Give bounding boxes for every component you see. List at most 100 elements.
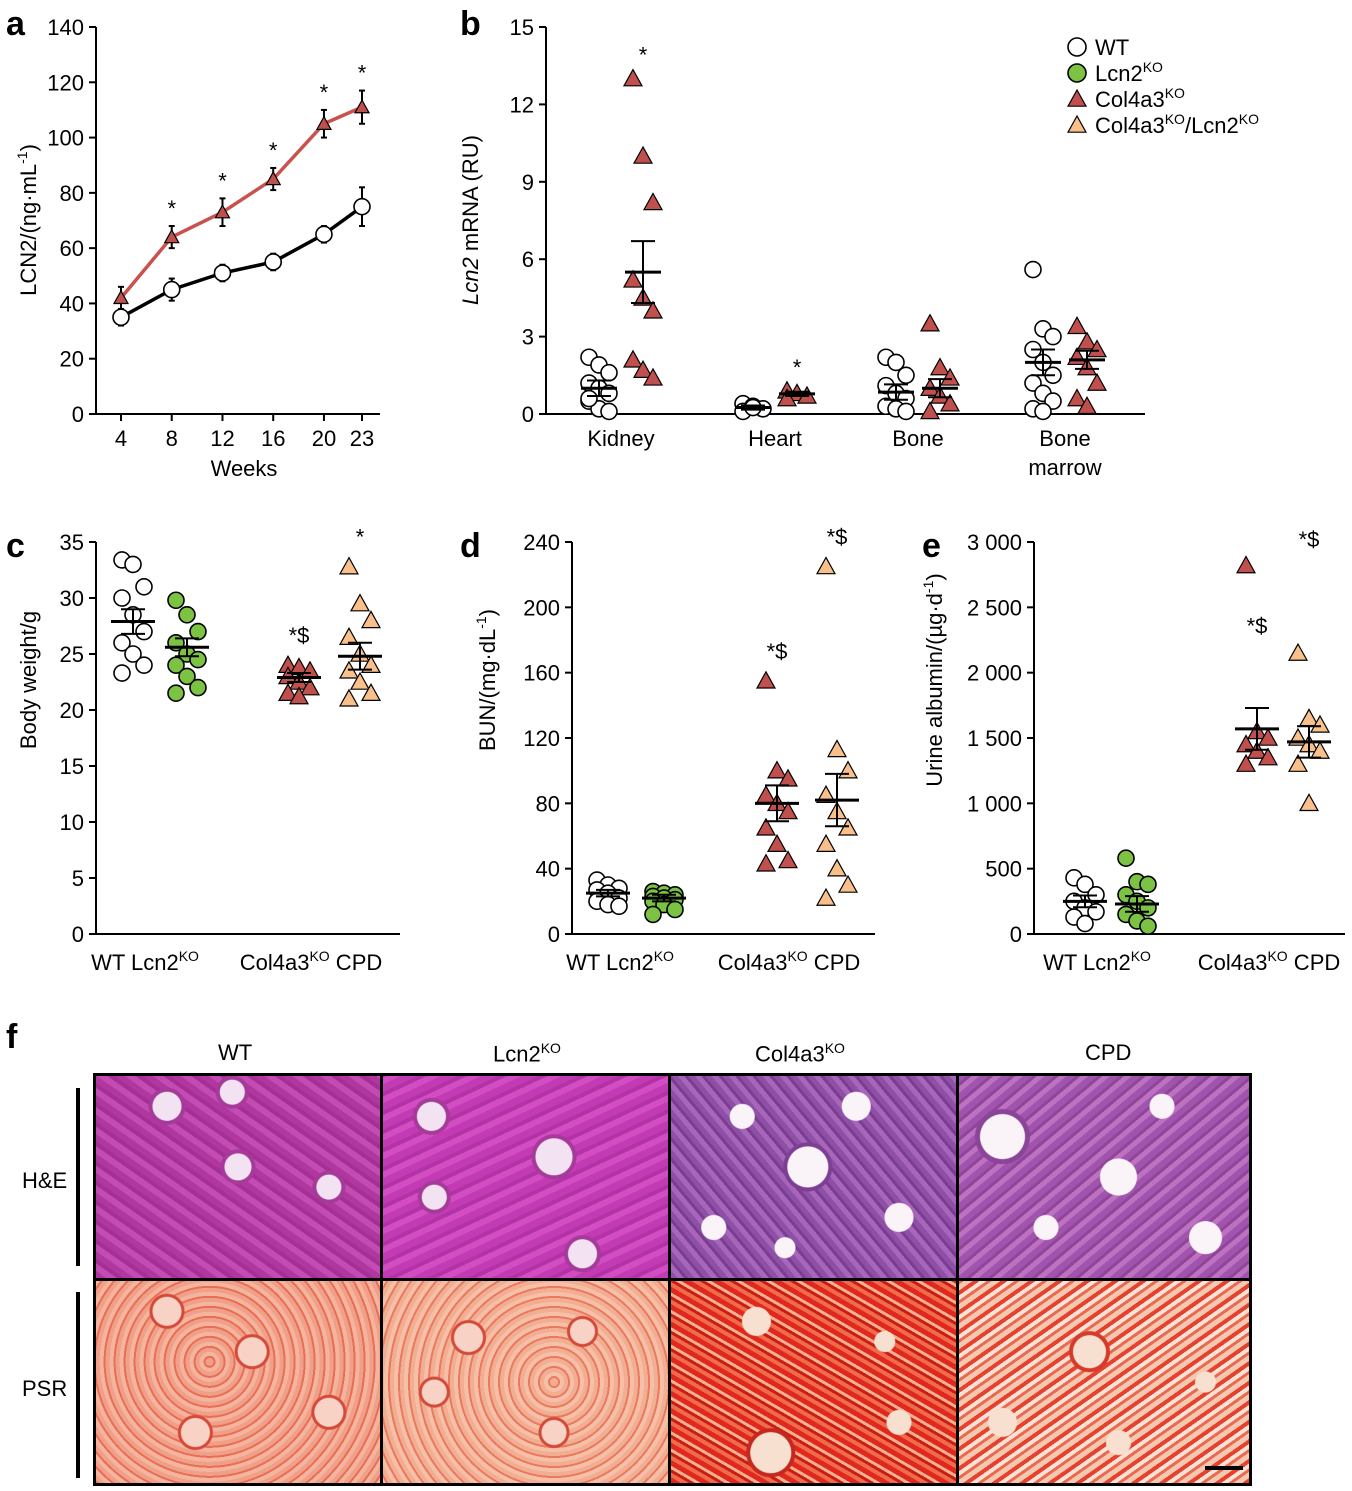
c-ytick-label: 15 [60,754,84,779]
row-bracket-psr [76,1292,80,1478]
a-annotation: * [167,196,176,221]
d-ytick-label: 120 [523,726,560,751]
c-xlabel-sup: KO [179,948,199,964]
a-point-wt [315,225,333,244]
a-xtick-label: 12 [210,426,234,451]
b-legend-marker [1066,114,1088,133]
c-point-cpd [338,556,360,575]
e-ytick-label: 500 [985,857,1022,882]
c-point-wt [113,589,131,607]
c-point-col4a3 [299,677,321,696]
a-ytick-label: 40 [60,291,84,316]
b-ylabel-main: mRNA (RU) [458,135,483,257]
b-legend-label: Col4a3KO [1095,85,1185,112]
a-xtick-label: 8 [166,426,178,451]
c-point-lcn2 [178,605,196,624]
a-ylabel-main: LCN2/(ng·mL [16,164,41,296]
a-annotation: * [358,61,367,86]
b-ytick-label: 6 [522,247,534,272]
e-ytick-label: 0 [1010,922,1022,947]
c-xlabel-text: Lcn2 [131,950,179,975]
b-ytick-label: 9 [522,170,534,195]
d-point-col4a3 [755,817,777,836]
b-point-col4a3ko [642,192,664,211]
row-label-psr: PSR [22,1376,68,1401]
a-annotation: * [320,80,329,105]
c-point-wt [113,664,131,682]
b-category-label: Heart [748,426,802,451]
a-series-line [120,205,364,319]
c-point-cpd [360,610,382,629]
a-ytick-label: 80 [60,181,84,206]
micrograph-psr-lcn2ko [380,1278,671,1486]
micrograph-he-wt [93,1073,383,1281]
d-annotation: *$ [827,525,848,550]
a-point-wt [264,253,283,271]
c-ytick-label: 20 [60,698,84,723]
b-point-wt [580,389,598,408]
c-annotation: *$ [289,623,310,648]
c-xlabel-text: Col4a3 [240,950,310,975]
b-point-wt [897,402,915,421]
c-point-cpd [360,654,382,674]
c-point-wt [124,645,142,663]
d-xlabel-1: WT Lcn2KO [566,948,674,975]
b-point-col4a3ko [622,269,644,288]
b-point-col4a3ko [1086,372,1108,391]
e-xlabel-1: WT Lcn2KO [1043,948,1151,975]
d-xlabel-sup: KO [654,948,674,964]
histology-col-label-lcn2ko: Lcn2KO [493,1040,561,1067]
b-point-col4a3ko [642,300,664,319]
e-point-col4a3 [1235,555,1257,574]
b-legend-text: Lcn2 [1095,61,1143,86]
c-point-col4a3 [288,686,310,705]
e-point-wt [1076,875,1094,894]
b-point-col4a3ko [929,357,951,376]
d-point-cpd [815,556,837,575]
b-point-wt [1034,402,1052,421]
b-point-wt [897,366,915,385]
c-point-lcn2 [189,622,207,641]
c-point-lcn2 [167,684,185,703]
c-ytick-label: 25 [60,642,84,667]
d-point-col4a3 [766,833,788,852]
a-point-col4a3 [315,115,332,130]
a-ytick-label: 20 [60,347,84,372]
b-legend-text: Col4a3 [1095,113,1165,138]
b-ylabel: Lcn2 mRNA (RU) [458,135,483,305]
b-point-col4a3ko [1066,388,1088,407]
d-point-cpd [826,739,848,758]
d-point-lcn2 [644,905,662,924]
e-point-lcn2 [1117,849,1135,868]
a-xtick-label: 20 [312,426,336,451]
d-xlabel-text: CPD [808,950,861,975]
c-point-cpd [349,593,371,612]
e-point-lcn2 [1139,917,1157,935]
c-point-wt [135,577,153,596]
b-legend-sup: KO [1165,85,1185,101]
d-point-cpd [815,784,837,803]
a-point-col4a3 [265,170,282,186]
a-xtick-label: 23 [350,426,374,451]
a-ylabel: LCN2/(ng·mL-1) [14,144,41,296]
e-xlabel-sup: KO [1267,948,1287,964]
e-ytick-label: 2 500 [967,595,1022,620]
panel-label-b: b [460,5,481,43]
c-xlabel-sup: KO [309,948,329,964]
b-annotation: * [793,355,802,380]
e-ylabel-close: ) [922,573,947,580]
b-ylabel-italic: Lcn2 [458,257,483,305]
c-point-col4a3 [277,682,299,702]
d-xlabel-text: Lcn2 [606,950,654,975]
micrograph-he-col4a3ko [668,1073,959,1281]
panel-label-a: a [6,5,26,43]
b-legend-sup2: KO [1239,111,1259,127]
c-point-cpd [338,626,360,646]
micrograph-psr-col4a3ko [668,1278,959,1486]
col-label-text: CPD [1085,1040,1132,1065]
a-point-col4a3 [353,98,371,114]
e-ylabel-main: Urine albumin/(µg·d [922,593,947,787]
e-annotation: *$ [1247,613,1268,638]
